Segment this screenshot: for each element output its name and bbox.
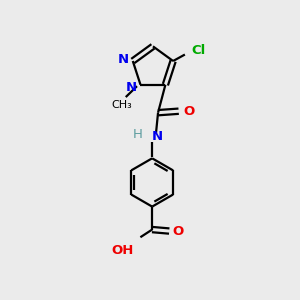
Text: CH₃: CH₃ — [112, 100, 133, 110]
Text: O: O — [183, 105, 194, 118]
Text: OH: OH — [111, 244, 134, 257]
Text: N: N — [126, 81, 137, 94]
Text: N: N — [118, 53, 129, 66]
Text: H: H — [133, 128, 142, 141]
Text: O: O — [173, 224, 184, 238]
Text: N: N — [152, 130, 163, 143]
Text: Cl: Cl — [191, 44, 206, 57]
